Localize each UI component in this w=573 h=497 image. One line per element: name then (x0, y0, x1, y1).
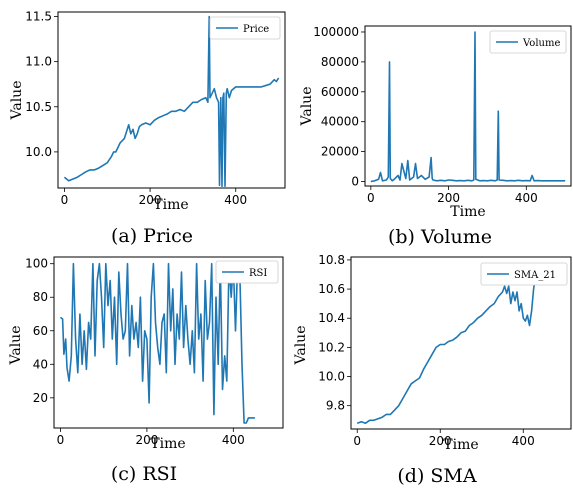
x-tick-label: 0 (367, 191, 375, 205)
y-tick-label: 10.8 (318, 253, 345, 267)
ticks-rsi: 0 200 400 20 40 60 80 100 (25, 257, 245, 447)
panel-sma: 0 200 400 9.8 10.0 10.2 10.4 10.6 10.8 SMA_21 Ti… (293, 253, 572, 487)
y-tick-label: 10.5 (25, 100, 52, 114)
x-tick-label: 0 (61, 193, 69, 207)
y-tick-label: 0 (351, 175, 359, 189)
panel-price: 0 200 400 10.0 10.5 11.0 11.5 Price Time Value… (9, 10, 286, 247)
y-tick-label: 20000 (321, 145, 359, 159)
legend-box-volume (489, 30, 567, 54)
caption-volume: (b) Volume (388, 226, 492, 248)
legend-label-price: Price (243, 24, 269, 35)
xlabel-volume: Time (450, 204, 485, 220)
panel-volume: 0 200 400 0 20000 40000 60000 80000 100000 Volum… (299, 25, 572, 248)
caption-sma: (d) SMA (397, 465, 476, 487)
y-tick-label: 11.5 (25, 10, 52, 24)
legend-box-price (209, 16, 281, 40)
y-tick-label: 40000 (321, 115, 359, 129)
y-tick-label: 80000 (321, 55, 359, 69)
legend-label-volume: Volume (522, 38, 560, 49)
ylabel-price: Value (9, 81, 25, 121)
legend-box-sma (480, 262, 568, 286)
x-tick-label: 400 (222, 433, 245, 447)
x-tick-label: 200 (437, 191, 460, 205)
legend-sma: SMA_21 (480, 262, 568, 286)
caption-rsi: (c) RSI (111, 463, 177, 485)
legend-label-sma: SMA_21 (514, 270, 556, 281)
x-tick-label: 0 (353, 434, 361, 448)
x-tick-label: 200 (429, 434, 452, 448)
y-tick-label: 11.0 (25, 55, 52, 69)
ticks-price: 0 200 400 10.0 10.5 11.0 11.5 (25, 10, 247, 207)
legend-volume: Volume (489, 30, 567, 54)
x-tick-label: 400 (224, 193, 247, 207)
y-tick-label: 80 (33, 290, 48, 304)
y-tick-label: 100000 (313, 25, 359, 39)
x-tick-label: 400 (515, 191, 538, 205)
caption-price: (a) Price (111, 225, 193, 247)
y-tick-label: 9.8 (326, 399, 345, 413)
ylabel-volume: Value (299, 87, 315, 127)
ticks-sma: 0 200 400 9.8 10.0 10.2 10.4 10.6 10.8 (318, 253, 534, 448)
xlabel-sma: Time (443, 437, 478, 453)
y-tick-label: 60000 (321, 85, 359, 99)
y-tick-label: 10.0 (25, 145, 52, 159)
y-tick-label: 10.2 (318, 340, 345, 354)
y-tick-label: 10.0 (318, 370, 345, 384)
legend-price: Price (209, 16, 281, 40)
x-tick-label: 0 (57, 433, 65, 447)
panel-rsi: 0 200 400 20 40 60 80 100 RSI Time Value (c) RS… (8, 256, 284, 485)
ylabel-rsi: Value (8, 326, 24, 366)
y-tick-label: 60 (33, 324, 48, 338)
plot-frame-price (57, 11, 286, 189)
series-line-sma (356, 270, 549, 424)
y-tick-label: 10.6 (318, 282, 345, 296)
series-line-price (63, 15, 280, 187)
y-tick-label: 10.4 (318, 311, 345, 325)
series-line-volume (370, 31, 566, 183)
x-tick-label: 400 (512, 434, 535, 448)
y-tick-label: 20 (33, 391, 48, 405)
x-tick-label: 200 (135, 433, 158, 447)
xlabel-price: Time (153, 197, 188, 213)
ylabel-sma: Value (293, 326, 309, 366)
xlabel-rsi: Time (150, 436, 185, 452)
series-line-rsi (60, 262, 255, 424)
legend-box-rsi (215, 260, 279, 284)
y-tick-label: 40 (33, 357, 48, 371)
ticks-volume: 0 200 400 0 20000 40000 60000 80000 100000 (313, 25, 538, 205)
x-tick-label: 200 (139, 193, 162, 207)
y-tick-label: 100 (25, 257, 48, 271)
legend-label-rsi: RSI (249, 268, 267, 279)
legend-rsi: RSI (215, 260, 279, 284)
